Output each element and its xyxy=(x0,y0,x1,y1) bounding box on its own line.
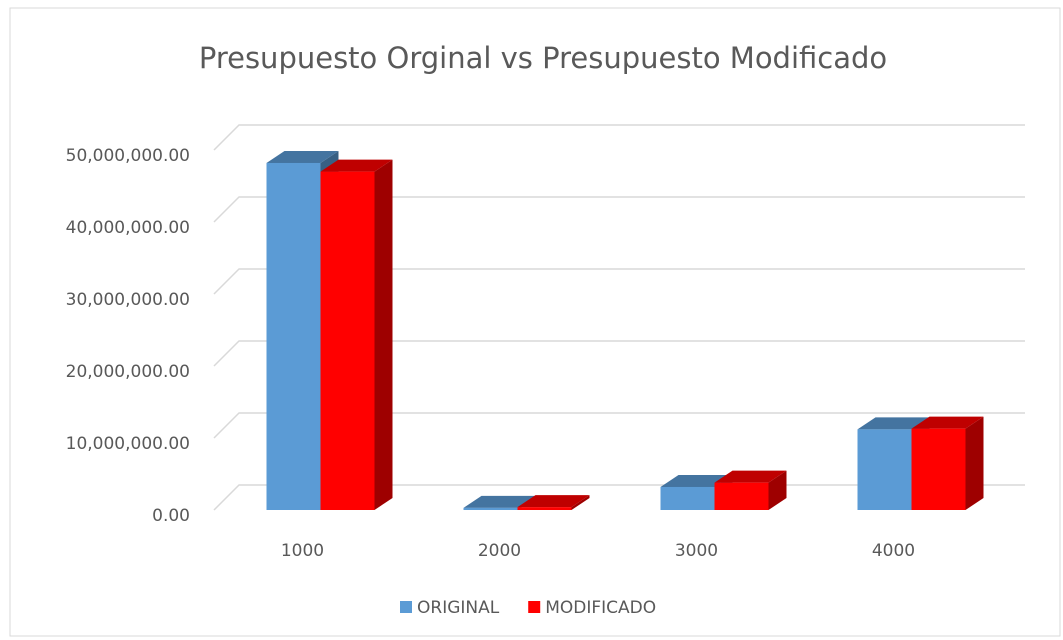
bar-side xyxy=(571,495,590,510)
grid-line xyxy=(213,340,1025,367)
bar xyxy=(517,495,590,510)
grid-line xyxy=(213,124,1025,151)
legend-label: ORIGINAL xyxy=(417,598,500,618)
x-tick-label: 2000 xyxy=(478,541,521,561)
grid-line xyxy=(213,268,1025,295)
bar-front xyxy=(660,486,715,510)
legend-swatch xyxy=(528,601,541,613)
bar-front xyxy=(463,507,518,510)
bar xyxy=(911,416,984,510)
y-tick-label: 20,000,000.00 xyxy=(66,362,190,382)
y-tick-label: 40,000,000.00 xyxy=(66,218,190,238)
grid-line xyxy=(213,196,1025,223)
bar xyxy=(714,470,787,510)
legend-swatch xyxy=(400,601,412,613)
bar-front xyxy=(320,171,375,510)
bar-front xyxy=(857,429,912,510)
bar-top xyxy=(517,495,590,508)
bar-front xyxy=(266,162,321,510)
bar-front xyxy=(714,482,769,510)
y-tick-label: 10,000,000.00 xyxy=(66,434,190,454)
x-tick-label: 4000 xyxy=(872,541,915,561)
y-tick-label: 30,000,000.00 xyxy=(66,290,190,310)
x-tick-label: 3000 xyxy=(675,541,718,561)
legend-label: MODIFICADO xyxy=(545,598,656,618)
bar-side xyxy=(965,416,984,510)
bar-side xyxy=(374,159,393,510)
bar-front xyxy=(517,507,572,510)
chart-title: Presupuesto Orginal vs Presupuesto Modif… xyxy=(199,41,887,75)
bar xyxy=(320,159,393,510)
y-tick-label: 50,000,000.00 xyxy=(66,146,190,166)
bar-side xyxy=(768,470,787,510)
bar-front xyxy=(911,428,966,510)
x-tick-label: 1000 xyxy=(281,541,324,561)
y-tick-label: 0.00 xyxy=(152,506,190,526)
bar-top xyxy=(714,470,787,483)
bar-top xyxy=(266,150,339,163)
bar-top xyxy=(857,417,930,430)
chart-area xyxy=(9,7,1061,637)
bar-top xyxy=(320,159,393,172)
grid-line xyxy=(213,412,1025,439)
bar-top xyxy=(911,416,984,429)
bar-top xyxy=(463,495,536,508)
